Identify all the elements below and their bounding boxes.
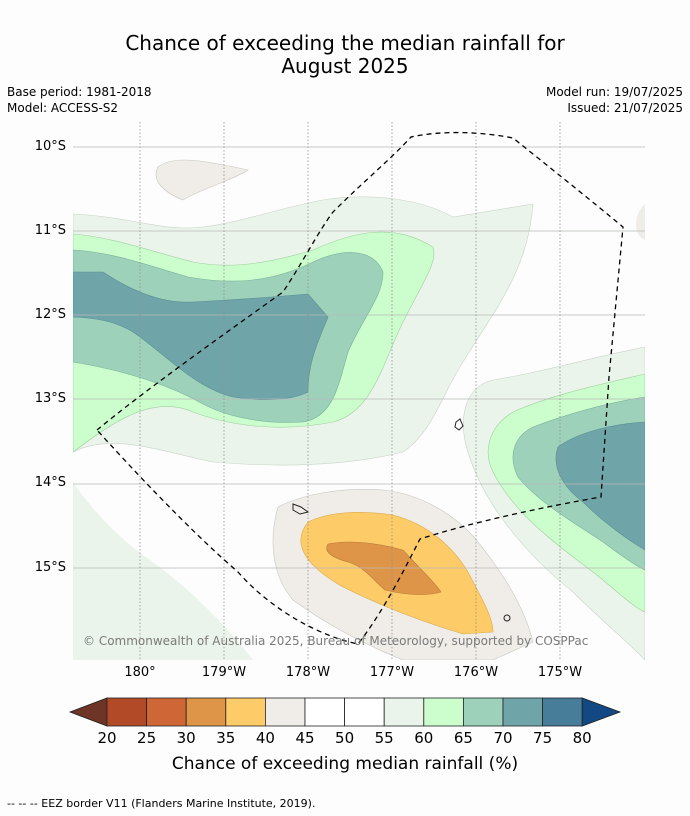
meta-left: Base period: 1981-2018 Model: ACCESS-S2 — [7, 84, 152, 116]
colorbar-tick-label: 20 — [97, 729, 117, 747]
lat-label-13s: 13°S — [34, 391, 66, 406]
colorbar-cell — [304, 697, 345, 727]
colorbar-title: Chance of exceeding median rainfall (%) — [171, 754, 519, 774]
colorbar-tick-label: 35 — [216, 729, 236, 747]
colorbar-tick-label: 30 — [176, 729, 196, 747]
colorbar-tick-label: 55 — [374, 729, 394, 747]
colorbar-cell — [502, 697, 543, 727]
lat-label-14s: 14°S — [34, 475, 66, 490]
colorbar-cell — [106, 697, 147, 727]
colorbar-cell — [264, 697, 306, 727]
colorbar-cell — [146, 697, 187, 727]
contour-40-45-north — [155, 159, 249, 201]
eez-footnote: -- -- -- EEZ border V11 (Flanders Marine… — [7, 797, 316, 810]
colorbar-tick-label: 45 — [295, 729, 315, 747]
colorbar-cell — [225, 697, 266, 727]
colorbar — [68, 697, 622, 727]
colorbar-tick-label: 75 — [533, 729, 553, 747]
map-title: Chance of exceeding the median rainfall … — [0, 32, 690, 78]
contour-55-60-southwest — [73, 482, 253, 660]
colorbar-cell — [542, 697, 583, 727]
model-name: Model: ACCESS-S2 — [7, 101, 119, 115]
colorbar-tick-label: 60 — [414, 729, 434, 747]
contour-70-75-east — [555, 421, 645, 551]
island-south — [503, 614, 511, 622]
colorbar-cell — [344, 697, 385, 727]
model-run: Model run: 19/07/2025 — [545, 85, 683, 99]
lon-label-179w: 179°W — [201, 665, 247, 680]
lat-label-12s: 12°S — [34, 307, 66, 322]
map-area — [73, 122, 645, 660]
meta-right: Model run: 19/07/2025 Issued: 21/07/2025 — [546, 84, 683, 116]
copyright-credit: © Commonwealth of Australia 2025, Bureau… — [83, 634, 589, 648]
lon-label-178w: 178°W — [285, 665, 331, 680]
colorbar-cell — [423, 697, 464, 727]
rainfall-map — [73, 122, 645, 660]
lat-gridlines — [73, 146, 645, 569]
colorbar-tick-label: 65 — [453, 729, 473, 747]
colorbar-tick-label: 25 — [137, 729, 157, 747]
lon-label-177w: 177°W — [369, 665, 415, 680]
issued-date: Issued: 21/07/2025 — [567, 101, 683, 115]
lat-label-11s: 11°S — [34, 223, 66, 238]
base-period: Base period: 1981-2018 — [7, 85, 152, 99]
colorbar-arrow-left — [68, 697, 108, 727]
colorbar-tick-label: 40 — [255, 729, 275, 747]
lon-gridlines — [139, 122, 561, 660]
colorbar-arrow-right — [581, 697, 622, 727]
colorbar-cell — [185, 697, 227, 727]
colorbar-tick-label: 80 — [572, 729, 592, 747]
lon-label-180: 180° — [124, 665, 156, 680]
island-upolu — [454, 418, 464, 431]
lat-label-10s: 10°S — [34, 139, 66, 154]
lat-label-15s: 15°S — [34, 560, 66, 575]
lon-label-175w: 175°W — [537, 665, 583, 680]
colorbar-cell — [383, 697, 425, 727]
lon-label-176w: 176°W — [453, 665, 499, 680]
title-line-1: Chance of exceeding the median rainfall … — [125, 31, 565, 55]
title-line-2: August 2025 — [281, 54, 409, 78]
colorbar-tick-label: 50 — [335, 729, 355, 747]
colorbar-tick-label: 70 — [493, 729, 513, 747]
island-wallis — [292, 503, 310, 515]
colorbar-cell — [462, 697, 504, 727]
